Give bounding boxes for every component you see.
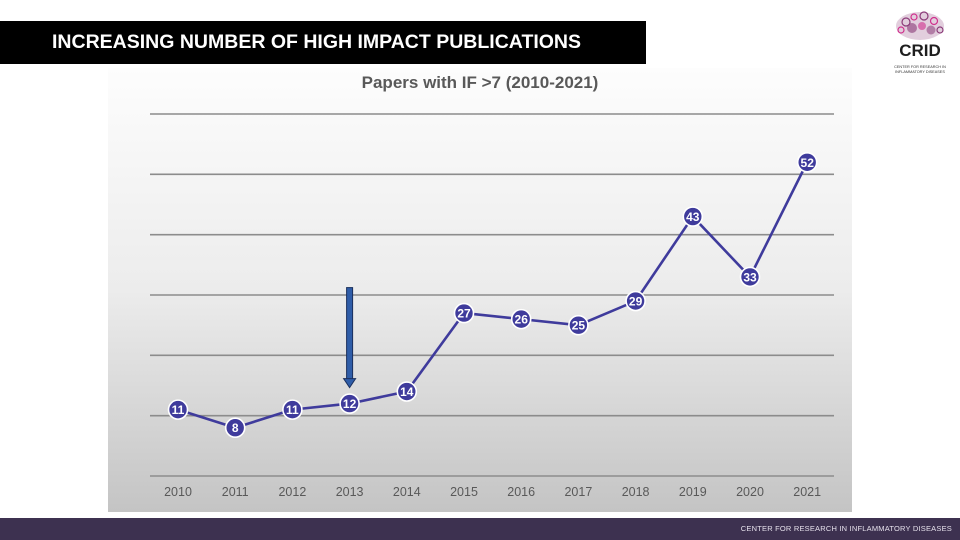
x-tick-label: 2011 xyxy=(222,485,249,499)
data-label: 11 xyxy=(172,403,185,417)
crid-logo-graphic: CRID CENTER FOR RESEARCH IN INFLAMMATORY… xyxy=(894,11,946,74)
data-point xyxy=(625,290,646,312)
x-tick-label: 2014 xyxy=(393,485,421,499)
slide-title: INCREASING NUMBER OF HIGH IMPACT PUBLICA… xyxy=(0,21,646,64)
logo-name: CRID xyxy=(899,41,941,60)
data-label: 26 xyxy=(515,313,529,327)
line-chart: Papers with IF >7 (2010-2021) 11 8 11 12 14 2… xyxy=(150,73,834,499)
data-point xyxy=(568,314,589,336)
data-label: 11 xyxy=(286,403,299,417)
data-label: 33 xyxy=(743,270,757,284)
data-label: 29 xyxy=(629,295,643,309)
arrow-head xyxy=(342,378,357,389)
data-point xyxy=(510,308,532,330)
data-label: 25 xyxy=(572,319,586,333)
chart-title: Papers with IF >7 (2010-2021) xyxy=(362,73,599,92)
x-tick-label: 2019 xyxy=(679,485,707,499)
x-tick-label: 2015 xyxy=(450,485,478,499)
data-point xyxy=(167,399,189,420)
annotation-arrow xyxy=(342,287,357,389)
x-tick-label: 2021 xyxy=(793,485,821,499)
data-label: 8 xyxy=(232,421,239,435)
x-tick-label: 2017 xyxy=(564,485,592,499)
data-label: 52 xyxy=(801,156,815,170)
data-point xyxy=(396,381,418,402)
data-point xyxy=(282,399,303,420)
data-point xyxy=(739,266,761,288)
data-point xyxy=(453,302,475,324)
logo-subtitle-line2: INFLAMMATORY DISEASES xyxy=(895,70,945,74)
footer-bar: CENTER FOR RESEARCH IN INFLAMMATORY DISE… xyxy=(0,518,960,540)
logo-subtitle-line1: CENTER FOR RESEARCH IN xyxy=(894,65,946,69)
data-label: 43 xyxy=(686,210,700,224)
chart-panel: Papers with IF >7 (2010-2021) 11 8 11 12 14 2… xyxy=(108,68,852,512)
footer-text: CENTER FOR RESEARCH IN INFLAMMATORY DISE… xyxy=(740,524,952,533)
x-tick-label: 2013 xyxy=(336,485,364,499)
arrow-shaft xyxy=(346,287,354,381)
x-tick-label: 2010 xyxy=(164,485,192,499)
data-point xyxy=(224,417,246,439)
x-tick-label: 2012 xyxy=(278,485,306,499)
x-tick-label: 2018 xyxy=(622,485,650,499)
data-label: 14 xyxy=(400,385,414,399)
data-point xyxy=(339,393,360,414)
data-label: 27 xyxy=(457,307,471,321)
x-tick-label: 2020 xyxy=(736,485,764,499)
data-point xyxy=(682,206,704,227)
data-point xyxy=(796,151,818,173)
x-tick-label: 2016 xyxy=(507,485,535,499)
data-label: 12 xyxy=(343,397,357,411)
crid-logo: CRID CENTER FOR RESEARCH IN INFLAMMATORY… xyxy=(884,8,956,84)
